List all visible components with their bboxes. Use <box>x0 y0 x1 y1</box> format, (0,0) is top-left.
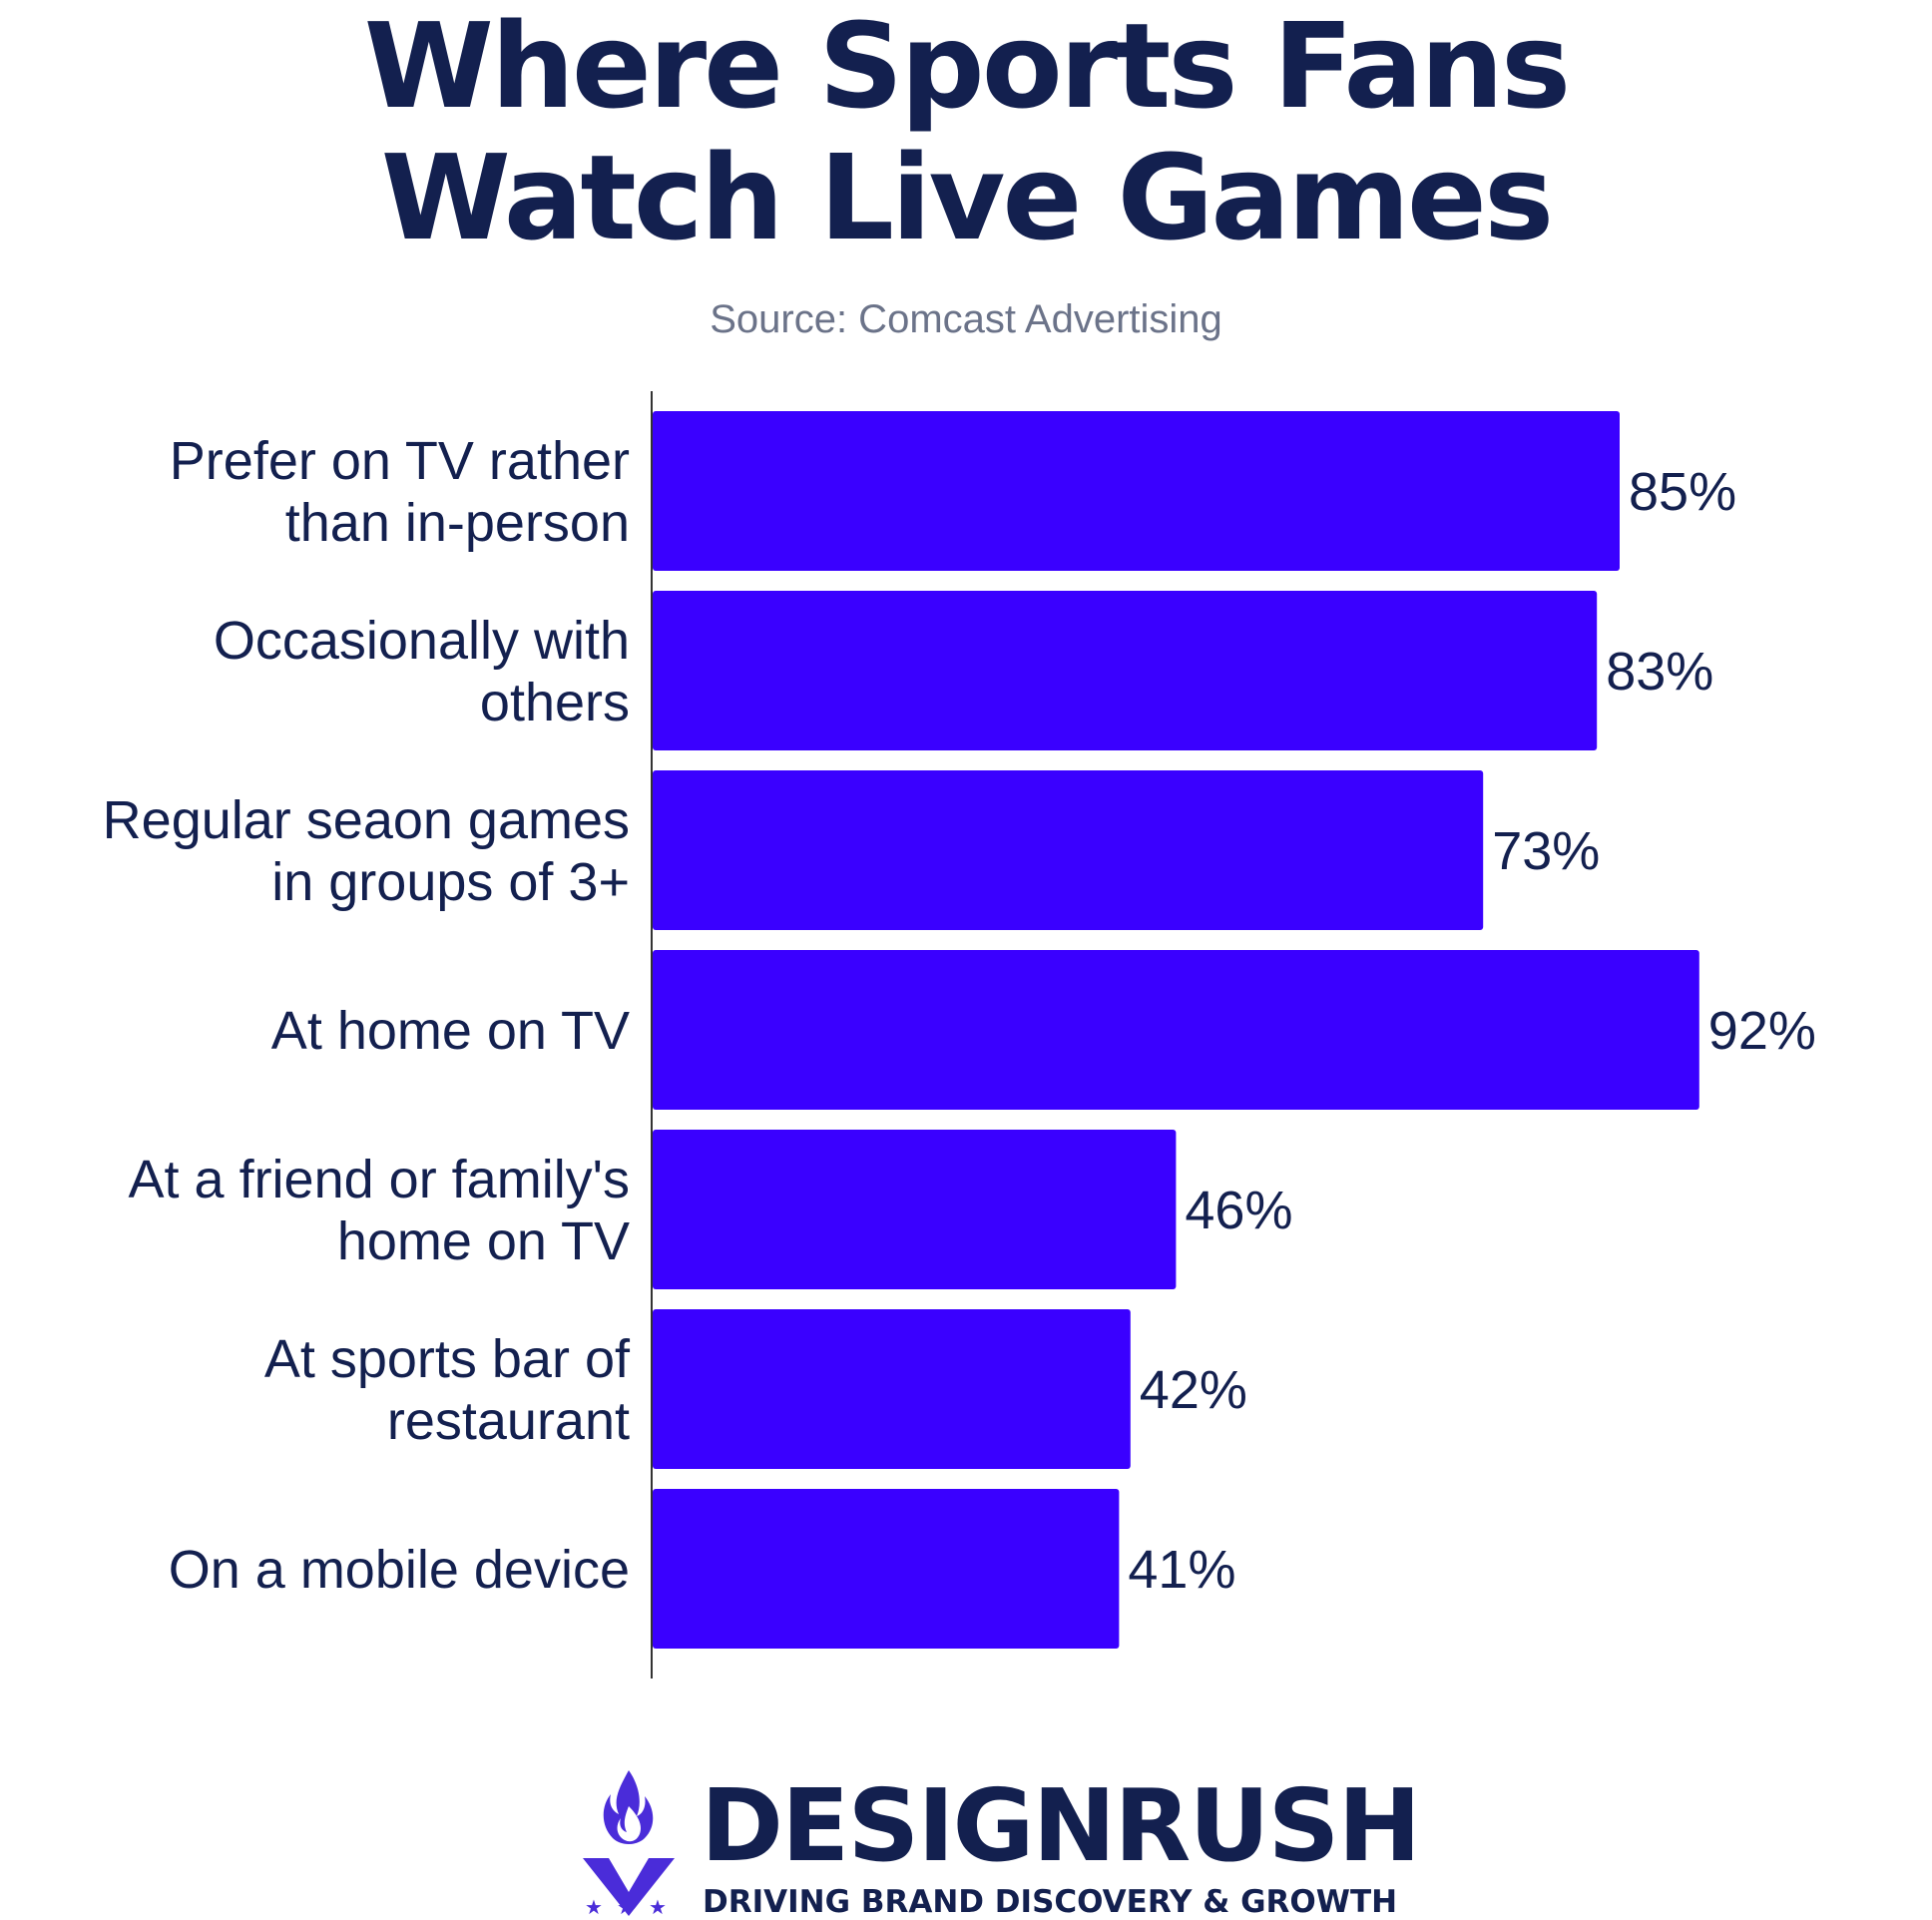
bar-chart: 85% Prefer on TV rather than in-person 83% O… <box>103 391 1816 1679</box>
category-label-6: On a mobile device <box>169 1540 630 1600</box>
bar-5 <box>653 1309 1131 1469</box>
category-label-line: At home on TV <box>271 1001 630 1061</box>
value-label-0: 85% <box>1629 462 1736 522</box>
bar-0 <box>653 411 1620 571</box>
category-label-line: others <box>480 673 630 732</box>
bars-group: 85% Prefer on TV rather than in-person 83% O… <box>103 411 1816 1649</box>
chart-title-line-2: Watch Live Games <box>380 129 1554 266</box>
category-label-line: On a mobile device <box>169 1540 630 1600</box>
category-label-line: At sports bar of <box>264 1329 631 1389</box>
category-label-5: At sports bar of restaurant <box>264 1329 631 1451</box>
bar-4 <box>653 1130 1177 1289</box>
category-label-line: in groups of 3+ <box>271 852 630 912</box>
chart-title: Where Sports Fans Watch Live Games <box>0 0 1932 263</box>
category-label-2: Regular seaon games in groups of 3+ <box>103 790 630 912</box>
category-label-1: Occasionally with others <box>214 611 630 732</box>
bar-6 <box>653 1489 1120 1649</box>
bar-1 <box>653 591 1598 750</box>
svg-text:★: ★ <box>585 1895 603 1916</box>
category-label-line: home on TV <box>337 1211 630 1271</box>
value-label-2: 73% <box>1492 821 1600 881</box>
category-label-line: Prefer on TV rather <box>170 431 630 491</box>
bar-3 <box>653 950 1699 1110</box>
bar-2 <box>653 770 1484 930</box>
svg-text:★: ★ <box>617 1895 635 1916</box>
brand-name: DESIGNRUSH <box>701 1767 1421 1884</box>
category-label-0: Prefer on TV rather than in-person <box>170 431 630 553</box>
brand-footer: ★ ★ ★ DESIGNRUSH DRIVING BRAND DISCOVERY… <box>579 1766 1421 1920</box>
designrush-flame-logo-icon: ★ ★ ★ <box>583 1770 675 1916</box>
value-label-4: 46% <box>1185 1181 1292 1240</box>
value-label-6: 41% <box>1128 1540 1235 1600</box>
brand-tagline: DRIVING BRAND DISCOVERY & GROWTH <box>703 1884 1398 1920</box>
category-label-line: At a friend or family's <box>129 1150 630 1209</box>
category-label-line: Regular seaon games <box>103 790 630 850</box>
svg-text:★: ★ <box>649 1895 667 1916</box>
category-label-3: At home on TV <box>271 1001 630 1061</box>
chart-title-line-1: Where Sports Fans <box>363 0 1572 135</box>
category-label-line: restaurant <box>387 1391 630 1451</box>
value-label-3: 92% <box>1708 1001 1816 1061</box>
chart-source: Source: Comcast Advertising <box>710 297 1222 341</box>
category-label-line: than in-person <box>285 493 630 553</box>
value-label-1: 83% <box>1606 642 1713 702</box>
value-label-5: 42% <box>1140 1360 1247 1420</box>
category-label-line: Occasionally with <box>214 611 630 671</box>
category-label-4: At a friend or family's home on TV <box>129 1150 630 1271</box>
